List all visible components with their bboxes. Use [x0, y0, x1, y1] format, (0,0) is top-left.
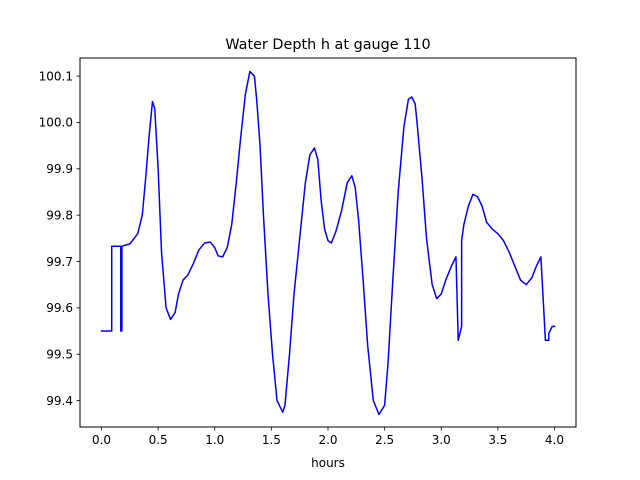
y-tick-label: 100.1 [39, 69, 73, 83]
x-tick-label: 3.0 [432, 433, 451, 447]
x-axis: 0.0 0.5 1.0 1.5 2.0 2.5 3.0 3.5 4.0 [92, 427, 564, 447]
x-tick-label: 2.0 [318, 433, 337, 447]
x-tick-label: 0.5 [149, 433, 168, 447]
x-tick-label: 1.0 [205, 433, 224, 447]
x-tick-label: 4.0 [545, 433, 564, 447]
chart-title: Water Depth h at gauge 110 [225, 37, 430, 53]
y-tick-label: 100.0 [39, 116, 73, 130]
series-line-0 [100, 70, 556, 416]
x-tick-label: 3.5 [488, 433, 507, 447]
x-tick-label: 1.5 [262, 433, 281, 447]
y-tick-label: 99.7 [46, 255, 73, 269]
x-tick-label: 0.0 [92, 433, 111, 447]
y-tick-label: 99.6 [46, 301, 73, 315]
x-axis-label: hours [311, 456, 345, 470]
y-tick-label: 99.5 [46, 348, 73, 362]
y-tick-label: 99.4 [46, 394, 73, 408]
y-axis: 99.4 99.5 99.6 99.7 99.8 99.9 100.0 100.1 [39, 69, 80, 408]
series-layer [100, 70, 556, 416]
y-tick-label: 99.9 [46, 162, 73, 176]
x-tick-label: 2.5 [375, 433, 394, 447]
y-tick-label: 99.8 [46, 208, 73, 222]
